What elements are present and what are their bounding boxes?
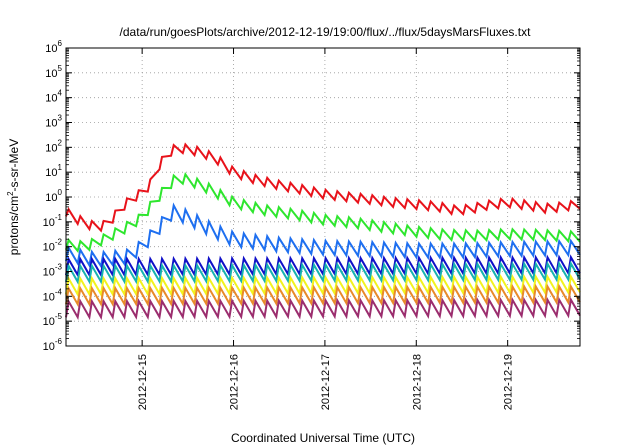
y-tick-label: 106 [45,39,62,55]
y-tick-label: 105 [45,64,62,80]
flux-series-line [65,296,581,321]
x-tick-label: 2012-12-16 [229,354,241,410]
y-tick-label: 10-4 [43,287,63,303]
x-tick-label: 2012-12-15 [137,354,149,410]
flux-series-line [65,283,581,308]
x-axis-label: Coordinated Universal Time (UTC) [231,431,415,445]
x-axis-ticks: 2012-12-15 2012-12-16 2012-12-17 2012-12-18… [137,48,515,410]
chart-title: /data/run/goesPlots/archive/2012-12-19/1… [120,25,532,39]
y-axis-label: protons/cm2-s-sr-MeV [6,139,21,255]
flux-series-line [65,202,581,269]
y-tick-label: 101 [45,163,62,179]
y-tick-label: 10-1 [43,213,63,229]
series-layer [65,142,581,321]
x-tick-label: 2012-12-17 [320,354,332,410]
y-tick-label: 100 [45,188,62,204]
x-tick-label: 2012-12-18 [411,354,423,410]
y-axis-ticks: 10-6 10-5 10-4 10-3 10-2 10-1 100 101 102 103 104 1… [43,39,580,353]
flux-series-line [65,171,581,254]
y-tick-label: 10-2 [43,238,63,254]
flux-series-line [65,260,581,285]
flux-series-line [65,273,581,298]
x-tick-label: 2012-12-19 [503,354,515,410]
flux-series-line [65,254,581,278]
y-tick-label: 103 [45,114,62,130]
y-tick-label: 102 [45,138,62,154]
y-tick-label: 10-3 [43,263,63,279]
y-tick-label: 10-6 [43,337,63,353]
y-tick-label: 104 [45,89,62,105]
y-tick-label: 10-5 [43,312,63,328]
flux-series-line [65,142,581,233]
